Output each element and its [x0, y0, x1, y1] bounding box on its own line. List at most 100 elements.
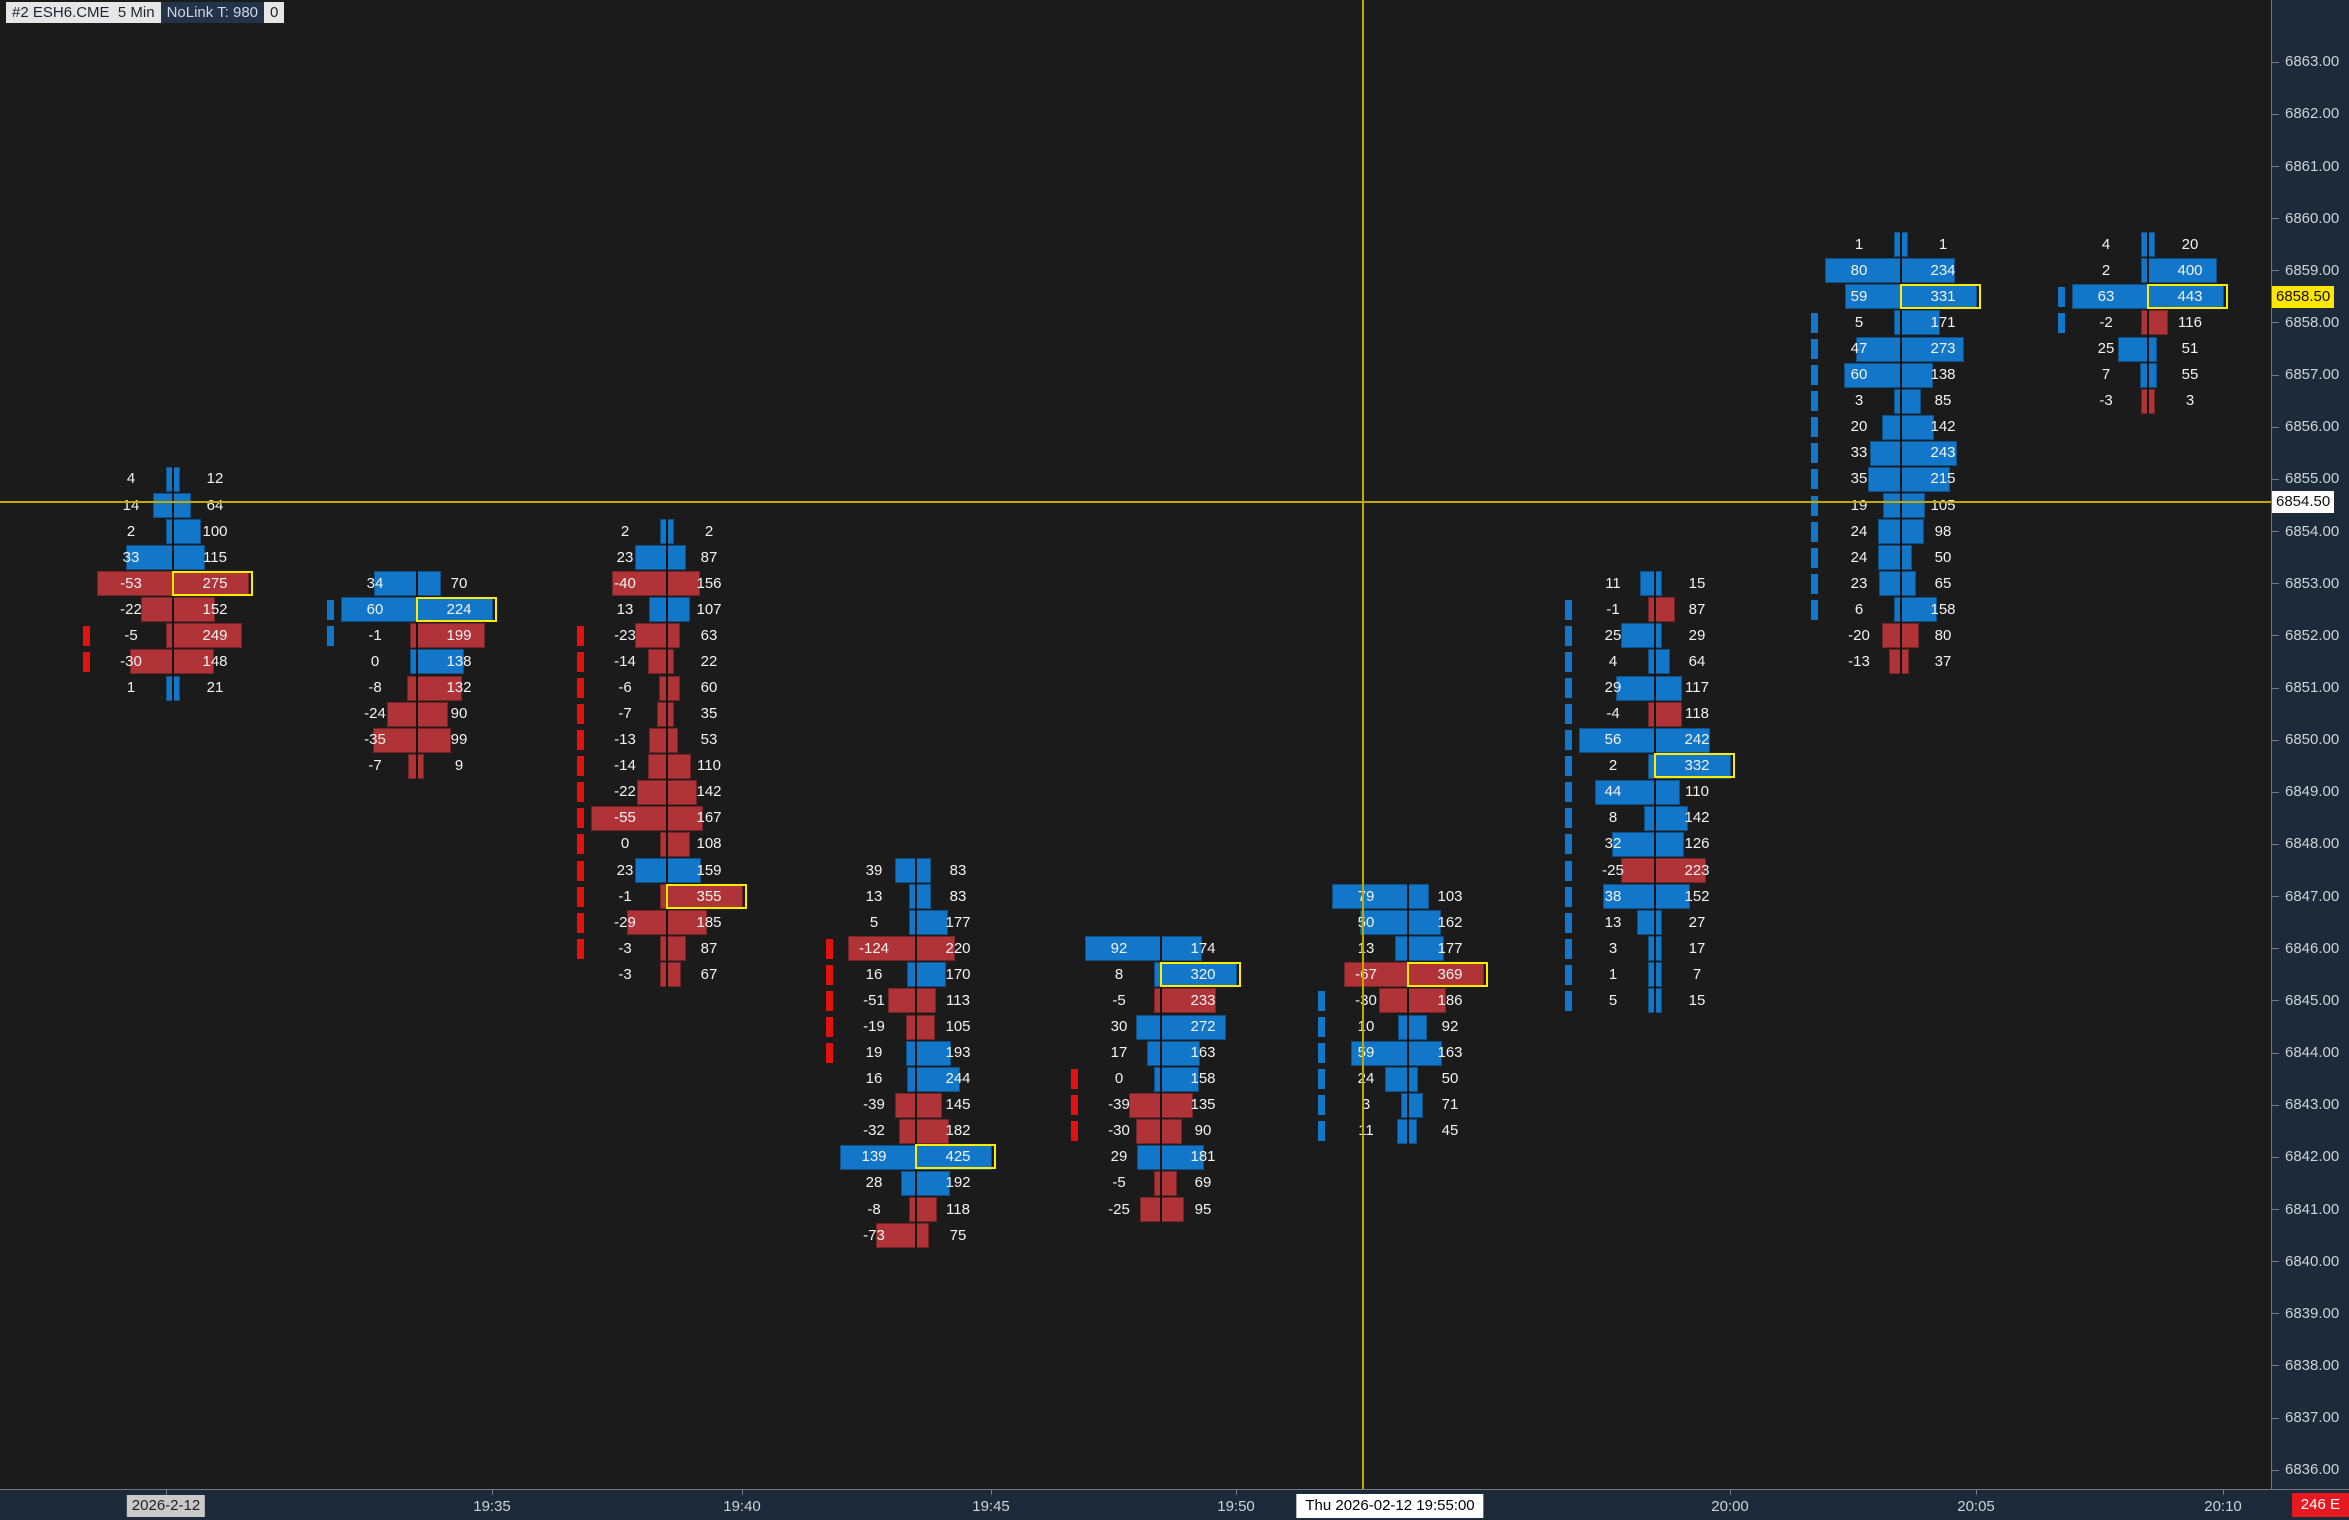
delta-value: -1 — [368, 626, 382, 644]
volume-bar — [1655, 701, 1682, 727]
delta-bar — [848, 936, 916, 962]
volume-bar — [916, 1223, 929, 1249]
delta-value: 39 — [865, 861, 883, 879]
volume-value: 2 — [704, 522, 714, 540]
candle-wick-dash — [577, 730, 584, 751]
column-divider-line — [416, 570, 418, 780]
price-axis-label: 6857.00 — [2285, 366, 2340, 384]
delta-value: 23 — [616, 861, 634, 879]
volume-value: 167 — [696, 809, 722, 827]
volume-value: 103 — [1437, 887, 1463, 905]
delta-value: 0 — [620, 835, 630, 853]
candle-wick-dash — [577, 756, 584, 777]
volume-value: 92 — [1441, 1018, 1459, 1035]
delta-value: 8 — [1114, 965, 1124, 983]
volume-value: 1 — [1938, 235, 1948, 253]
volume-bar — [1408, 1118, 1417, 1144]
delta-value: 33 — [122, 548, 140, 566]
volume-value: 249 — [202, 626, 228, 644]
candle-wick-dash — [577, 886, 584, 907]
price-axis-label: 6843.00 — [2285, 1096, 2340, 1114]
delta-bar — [1648, 936, 1655, 962]
delta-bar — [408, 753, 417, 779]
delta-value: 50 — [1357, 913, 1375, 931]
delta-value: -23 — [614, 626, 636, 644]
volume-bar — [916, 962, 946, 988]
time-axis-label: 19:40 — [723, 1498, 761, 1515]
candle-wick-dash — [327, 599, 334, 620]
volume-value: 110 — [697, 757, 721, 775]
volume-value: 116 — [2178, 313, 2202, 331]
candle-wick-dash — [1811, 573, 1818, 594]
volume-bar — [1901, 545, 1912, 571]
delta-value: 5 — [1854, 313, 1864, 331]
volume-value: 185 — [696, 913, 722, 931]
price-axis-label: 6841.00 — [2285, 1200, 2340, 1218]
price-tick — [2272, 583, 2279, 585]
nolink-status-label: NoLink T: 980 — [160, 2, 265, 23]
delta-bar — [153, 493, 173, 518]
volume-bar — [1408, 1014, 1427, 1040]
volume-bar — [667, 858, 701, 884]
delta-bar — [901, 1170, 916, 1196]
volume-bar — [1655, 623, 1662, 649]
volume-bar — [417, 597, 493, 623]
delta-value: 19 — [865, 1044, 883, 1062]
volume-value: 90 — [450, 705, 468, 723]
delta-bar — [1882, 623, 1901, 649]
delta-bar — [2140, 362, 2148, 388]
volume-bar — [173, 466, 180, 492]
candle-wick-dash — [1318, 1095, 1325, 1116]
candle-wick-dash — [1811, 312, 1818, 333]
price-axis[interactable]: 6863.00 6862.00 6861.00 6860.00 6859.00 6858.… — [2271, 0, 2349, 1489]
volume-value: 20 — [2181, 235, 2199, 253]
volume-value: 29 — [1688, 626, 1706, 644]
price-tick — [2272, 1104, 2279, 1106]
delta-bar — [1894, 388, 1901, 414]
volume-bar — [1655, 858, 1706, 884]
candle-wick-dash — [1318, 1121, 1325, 1142]
volume-bar — [1655, 910, 1662, 936]
delta-value: 25 — [2097, 340, 2115, 358]
price-axis-label: 6853.00 — [2285, 574, 2340, 592]
candle-wick-dash — [1565, 964, 1572, 985]
delta-bar — [649, 597, 667, 623]
volume-bar — [173, 545, 205, 571]
price-axis-label: 6855.00 — [2285, 470, 2340, 488]
price-axis-label: 6847.00 — [2285, 887, 2340, 905]
volume-bar — [1901, 284, 1977, 310]
column-divider-line — [915, 857, 917, 1249]
delta-value: 29 — [1110, 1148, 1128, 1166]
price-tick — [2272, 948, 2279, 950]
delta-value: -30 — [120, 652, 142, 670]
time-axis[interactable]: 2026-2-12 19:35 19:40 19:45 19:50 20:00 20:05 2… — [0, 1489, 2349, 1520]
delta-bar — [895, 858, 916, 884]
price-axis-label: 6860.00 — [2285, 209, 2340, 227]
volume-value: 170 — [945, 965, 971, 983]
volume-bar — [1655, 805, 1688, 831]
volume-bar — [1655, 571, 1662, 597]
chart-area[interactable]: #2 ESH6.CME 5 Min NoLink T: 980 0 4 12 14 6… — [0, 0, 2271, 1489]
delta-value: 4 — [1608, 652, 1618, 670]
crosshair-vertical-line — [1362, 0, 1364, 1489]
volume-bar — [667, 519, 674, 545]
delta-value: 5 — [1608, 991, 1618, 1009]
volume-bar — [2148, 336, 2157, 362]
delta-bar — [1648, 597, 1655, 623]
column-divider-line — [666, 518, 668, 988]
delta-value: -53 — [120, 574, 142, 592]
volume-value: 163 — [1437, 1044, 1463, 1062]
delta-value: 13 — [865, 887, 883, 905]
price-tick — [2272, 1209, 2279, 1211]
candle-wick-dash — [1565, 938, 1572, 959]
delta-value: -25 — [1602, 861, 1624, 879]
delta-bar — [635, 858, 667, 884]
candle-wick-dash — [1318, 1043, 1325, 1064]
delta-bar — [141, 597, 173, 623]
volume-bar — [1655, 649, 1670, 675]
candle-wick-dash — [1811, 443, 1818, 464]
volume-bar — [667, 727, 678, 753]
price-axis-label: 6839.00 — [2285, 1304, 2340, 1322]
delta-bar — [126, 545, 173, 571]
volume-bar — [417, 675, 462, 701]
